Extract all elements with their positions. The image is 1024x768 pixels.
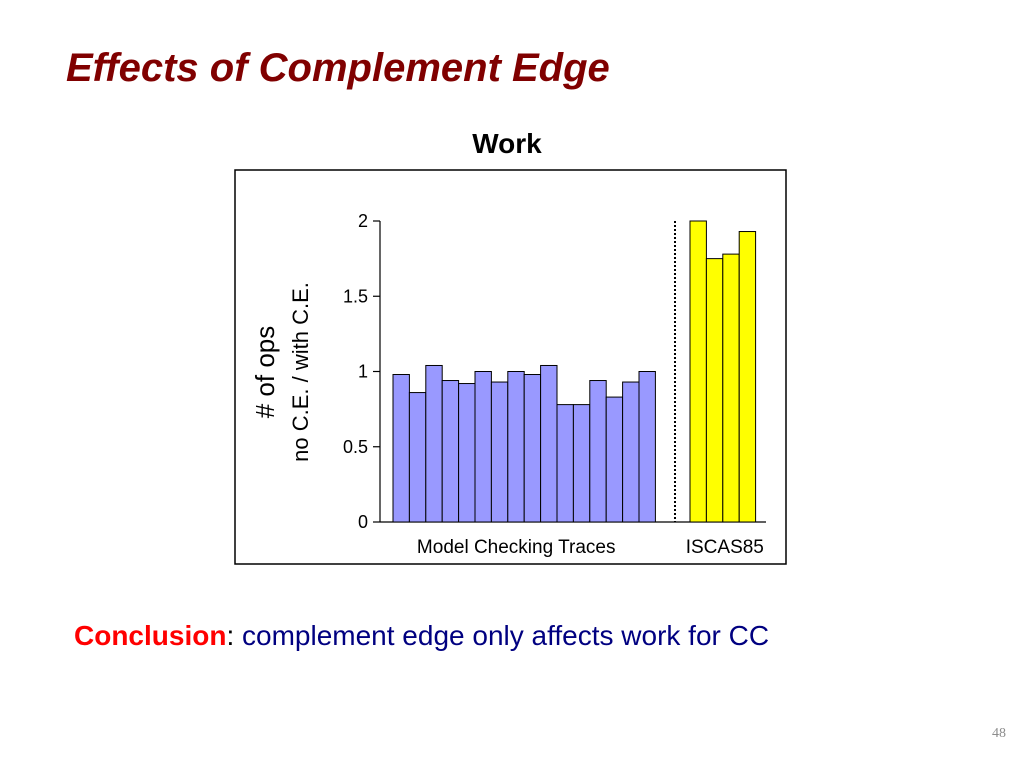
chart-title: Work — [472, 128, 542, 159]
y-tick-label: 1 — [358, 362, 368, 382]
y-tick-label: 2 — [358, 211, 368, 231]
bar-iscas85 — [738, 231, 757, 523]
conclusion-colon: : — [226, 620, 235, 651]
conclusion: Conclusion: complement edge only affects… — [74, 620, 769, 652]
bar-model-checking — [441, 380, 460, 523]
bar-model-checking — [572, 404, 591, 523]
slide-title: Effects of Complement Edge — [66, 46, 610, 90]
conclusion-label: Conclusion — [74, 620, 227, 651]
bar-model-checking — [523, 374, 542, 523]
bar-model-checking — [408, 392, 427, 523]
y-tick-label: 0 — [358, 512, 368, 532]
x-category-label-model-checking: Model Checking Traces — [417, 537, 616, 558]
y-tick-label: 0.5 — [343, 437, 368, 457]
bar-model-checking — [490, 381, 509, 523]
bar-model-checking — [605, 396, 624, 523]
x-category-label-iscas85: ISCAS85 — [686, 537, 764, 558]
bar-model-checking — [622, 381, 640, 523]
bar-model-checking — [589, 380, 607, 523]
slide-number: 48 — [992, 726, 1006, 741]
bar-model-checking — [392, 374, 410, 523]
bar-model-checking — [556, 404, 574, 523]
y-axis-label-line2: no C.E. / with C.E. — [288, 282, 313, 462]
bar-model-checking — [474, 371, 492, 523]
bar-model-checking — [540, 364, 558, 523]
y-axis-label-line1: # of ops — [250, 326, 280, 419]
conclusion-text: complement edge only affects work for CC — [242, 620, 770, 651]
bar-iscas85 — [705, 258, 724, 523]
bar-iscas85 — [722, 253, 740, 523]
bar-model-checking — [507, 371, 525, 523]
bar-iscas85 — [689, 220, 707, 523]
bar-model-checking — [638, 371, 656, 523]
bar-model-checking — [425, 364, 443, 523]
y-tick-label: 1.5 — [343, 286, 368, 306]
bar-model-checking — [458, 383, 476, 523]
